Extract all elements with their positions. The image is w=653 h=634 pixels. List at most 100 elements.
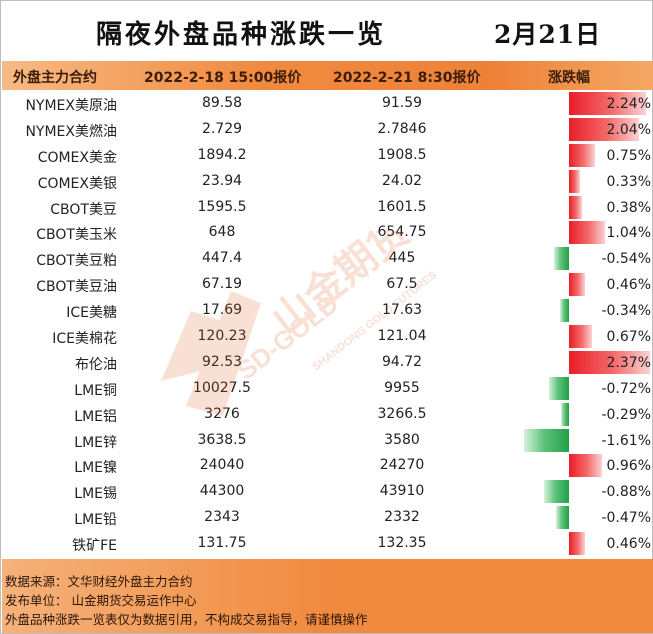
price-b: 3580 xyxy=(384,431,420,448)
change-percent: 0.38% xyxy=(606,199,651,216)
change-bar-positive xyxy=(569,325,592,349)
price-b: 94.72 xyxy=(381,353,423,370)
contract-name: LME镍 xyxy=(74,460,117,477)
table-row: NYMEX美燃油 2.729 2.7846 2.04% xyxy=(2,117,653,143)
change-percent: 2.04% xyxy=(606,121,651,138)
change-bar-negative xyxy=(560,402,569,426)
price-a: 3276 xyxy=(204,405,240,422)
footer: 数据来源：文华财经外盘主力合约 发布单位： 山金期货交易运作中心 外盘品种涨跌一… xyxy=(2,559,653,633)
change-cell: -0.88% xyxy=(512,480,653,504)
contract-name: CBOT美豆油 xyxy=(36,279,117,296)
price-b: 2.7846 xyxy=(377,120,427,137)
contract-name: LME锌 xyxy=(74,434,117,451)
change-percent: -0.29% xyxy=(601,406,651,423)
price-b: 43910 xyxy=(379,483,425,500)
contract-name: ICE美糖 xyxy=(66,305,117,322)
change-cell: -1.61% xyxy=(512,428,653,452)
change-cell: 0.67% xyxy=(512,325,653,349)
table-row: LME锌 3638.5 3580 -1.61% xyxy=(2,428,653,454)
change-cell: 0.38% xyxy=(512,195,653,219)
table-row: CBOT美豆粕 447.4 445 -0.54% xyxy=(2,246,653,272)
change-cell: -0.34% xyxy=(512,299,653,323)
price-b: 121.04 xyxy=(377,328,427,345)
price-b: 24270 xyxy=(379,457,425,474)
price-a: 92.53 xyxy=(201,353,243,370)
report-date: 2月21日 xyxy=(494,20,602,49)
change-cell: 0.75% xyxy=(512,143,653,167)
change-cell: 2.04% xyxy=(512,117,653,141)
footer-source: 数据来源：文华财经外盘主力合约 xyxy=(5,574,193,589)
price-b: 654.75 xyxy=(377,224,427,241)
table-row: 铁矿FE 131.75 132.35 0.46% xyxy=(2,531,653,557)
price-b: 2332 xyxy=(384,509,420,526)
change-percent: -1.61% xyxy=(601,432,651,449)
price-a: 2343 xyxy=(204,509,240,526)
price-a: 89.58 xyxy=(201,95,243,111)
change-bar-negative xyxy=(555,506,569,530)
price-a: 447.4 xyxy=(201,250,243,267)
price-b: 1601.5 xyxy=(377,198,427,215)
contract-name: 布伦油 xyxy=(75,356,117,373)
table-row: ICE美棉花 120.23 121.04 0.67% xyxy=(2,324,653,350)
contract-name: CBOT美豆 xyxy=(50,201,117,218)
change-percent: 0.96% xyxy=(606,458,651,475)
price-a: 648 xyxy=(208,224,236,241)
header-contract: 外盘主力合约 xyxy=(13,70,97,86)
change-cell: 0.46% xyxy=(512,273,653,297)
change-percent: 0.67% xyxy=(606,329,651,346)
table-row: ICE美糖 17.69 17.63 -0.34% xyxy=(2,298,653,324)
page-title: 隔夜外盘品种涨跌一览 xyxy=(96,20,387,50)
price-a: 1894.2 xyxy=(197,146,247,163)
table-row: 布伦油 92.53 94.72 2.37% xyxy=(2,350,653,376)
change-cell: -0.29% xyxy=(512,402,653,426)
change-cell: 0.46% xyxy=(512,532,653,556)
change-bar-positive xyxy=(569,350,650,374)
contract-name: LME铅 xyxy=(74,512,117,529)
change-bar-negative xyxy=(553,247,569,271)
change-percent: -0.34% xyxy=(601,303,651,320)
table-row: LME铜 10027.5 9955 -0.72% xyxy=(2,376,653,402)
table-row: LME铅 2343 2332 -0.47% xyxy=(2,505,653,531)
change-bar-positive xyxy=(569,143,595,167)
contract-name: LME铜 xyxy=(74,382,117,399)
change-percent: 1.04% xyxy=(606,225,651,242)
change-bar-positive xyxy=(569,117,639,141)
table-row: CBOT美玉米 648 654.75 1.04% xyxy=(2,220,653,246)
contract-name: NYMEX美原油 xyxy=(25,98,117,114)
change-percent: 0.46% xyxy=(606,536,651,553)
contract-name: NYMEX美燃油 xyxy=(25,123,117,140)
change-bar-positive xyxy=(569,273,585,297)
change-bar-positive xyxy=(569,92,646,115)
change-cell: -0.47% xyxy=(512,506,653,530)
contract-name: COMEX美银 xyxy=(37,175,117,192)
price-a: 67.19 xyxy=(201,276,243,293)
price-b: 9955 xyxy=(384,379,420,396)
price-a: 131.75 xyxy=(197,535,247,552)
price-a: 17.69 xyxy=(201,302,243,319)
change-percent: 2.24% xyxy=(606,96,651,112)
change-percent: -0.72% xyxy=(601,380,651,397)
price-b: 1908.5 xyxy=(377,146,427,163)
table-row: CBOT美豆油 67.19 67.5 0.46% xyxy=(2,272,653,298)
change-cell: 2.24% xyxy=(512,92,653,115)
price-a: 44300 xyxy=(199,483,245,500)
change-bar-positive xyxy=(569,195,582,219)
price-a: 120.23 xyxy=(197,328,247,345)
price-a: 24040 xyxy=(199,457,245,474)
table-row: LME锡 44300 43910 -0.88% xyxy=(2,479,653,505)
table-row: LME镍 24040 24270 0.96% xyxy=(2,453,653,479)
price-a: 10027.5 xyxy=(193,379,251,396)
change-percent: 2.37% xyxy=(606,354,651,371)
change-percent: -0.88% xyxy=(601,484,651,501)
contract-name: COMEX美金 xyxy=(37,149,117,166)
footer-publisher: 发布单位： 山金期货交易运作中心 xyxy=(5,593,197,608)
change-percent: 0.75% xyxy=(606,147,651,164)
table-row: NYMEX美原油 89.58 91.59 2.24% xyxy=(2,91,653,117)
change-cell: 2.37% xyxy=(512,350,653,374)
change-bar-positive xyxy=(569,169,581,193)
contract-name: LME铝 xyxy=(74,408,117,425)
table-body: NYMEX美原油 89.58 91.59 2.24% NYMEX美燃油 2.729 2.78… xyxy=(2,91,653,557)
price-b: 132.35 xyxy=(377,535,427,552)
change-bar-negative xyxy=(544,480,569,504)
